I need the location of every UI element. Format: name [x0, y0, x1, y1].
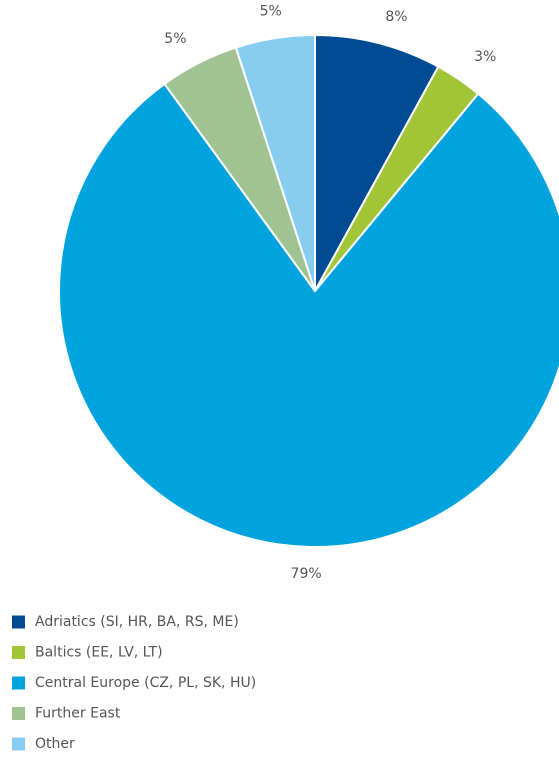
data-label: 5% [260, 3, 282, 19]
legend-swatch [12, 615, 25, 629]
legend-label: Other [35, 736, 75, 752]
legend-label: Further East [35, 706, 121, 722]
legend-swatch [12, 646, 25, 659]
legend-label: Adriatics (SI, HR, BA, RS, ME) [35, 614, 239, 630]
pie-slice [314, 33, 440, 292]
legend-swatch [12, 676, 25, 690]
legend-swatch [12, 737, 25, 751]
legend-label: Baltics (EE, LV, LT) [35, 645, 163, 661]
legend-swatch [12, 707, 25, 720]
data-label: 8% [385, 9, 407, 25]
data-label: 5% [164, 31, 186, 47]
pie-slice [58, 82, 559, 548]
data-label: 3% [474, 49, 496, 65]
data-label: 79% [291, 566, 322, 582]
pie-slice [234, 33, 316, 292]
legend-label: Central Europe (CZ, PL, SK, HU) [35, 675, 256, 691]
